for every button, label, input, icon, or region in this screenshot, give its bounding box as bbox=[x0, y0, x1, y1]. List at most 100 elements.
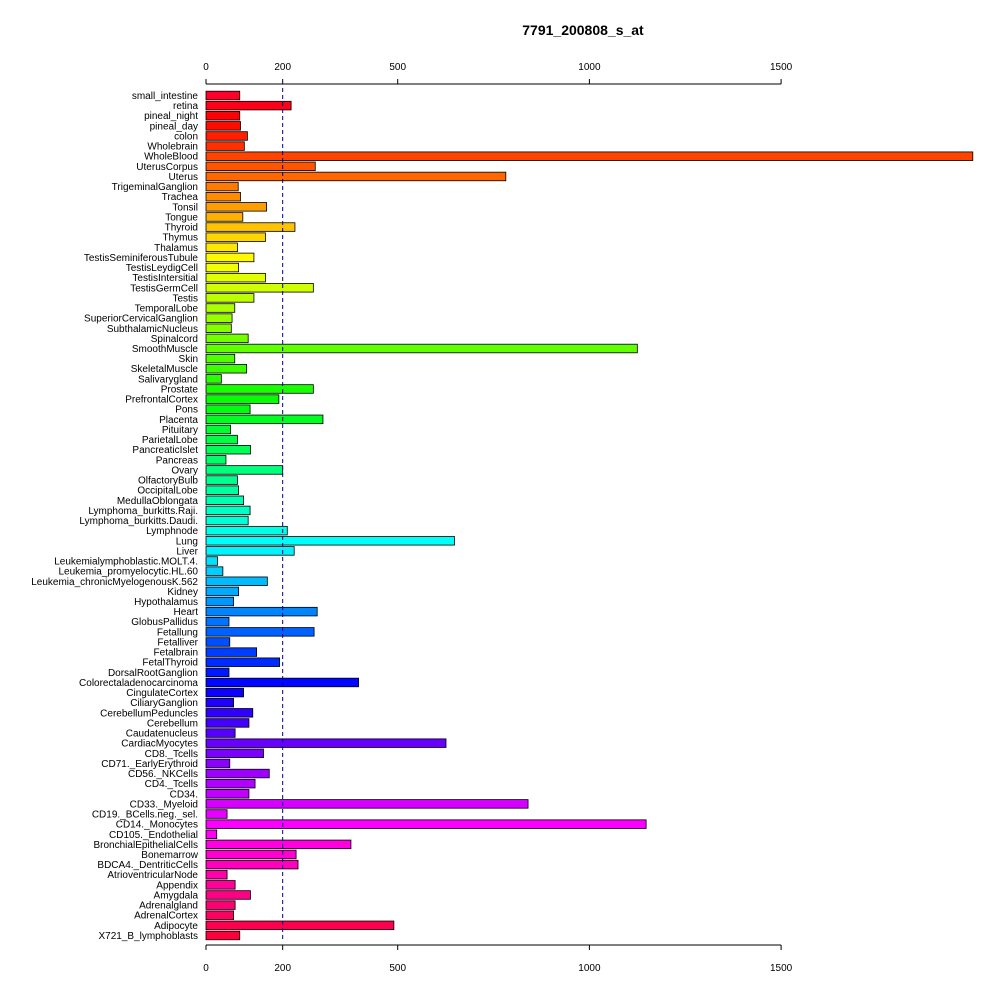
category-label: Pancreas bbox=[156, 455, 198, 466]
category-label: MedullaOblongata bbox=[117, 496, 199, 507]
bar bbox=[205, 596, 235, 607]
category-label: SkeletalMuscle bbox=[131, 364, 199, 375]
category-label: Bonemarrow bbox=[141, 850, 198, 861]
category-label: CD4._Tcells bbox=[145, 779, 198, 790]
category-label: TrigeminalGanglion bbox=[112, 182, 198, 193]
bar bbox=[205, 333, 249, 344]
bar bbox=[205, 839, 352, 850]
category-label: Leukemialymphoblastic.MOLT.4. bbox=[54, 557, 198, 568]
bar bbox=[205, 283, 314, 293]
category-label: pineal_day bbox=[150, 121, 198, 132]
category-label: Salivarygland bbox=[138, 374, 198, 385]
category-label: Lymphoma_burkitts.Raji. bbox=[88, 506, 198, 517]
category-label: BDCA4._DentriticCells bbox=[97, 860, 198, 871]
category-label: Lymphoma_burkitts.Daudi. bbox=[79, 516, 198, 527]
bar bbox=[205, 374, 222, 384]
category-label: Fetalliver bbox=[157, 637, 198, 648]
bar bbox=[205, 566, 224, 576]
bar bbox=[205, 313, 233, 323]
category-label: SuperiorCervicalGanglion bbox=[84, 314, 198, 325]
category-label: GlobusPallidus bbox=[131, 617, 198, 628]
bar bbox=[205, 738, 447, 748]
category-label: Thymus bbox=[162, 233, 198, 244]
category-label: CerebellumPeduncles bbox=[100, 708, 198, 719]
bar bbox=[205, 859, 299, 870]
top-tick-label: 500 bbox=[389, 62, 406, 73]
category-label: Leukemia_promyelocytic.HL.60 bbox=[58, 567, 198, 578]
bar bbox=[205, 849, 297, 860]
bar bbox=[205, 475, 238, 485]
category-label: CD8._Tcells bbox=[145, 749, 198, 760]
bar bbox=[205, 809, 228, 819]
category-label: Wholebrain bbox=[147, 142, 198, 153]
category-label: Testis bbox=[172, 293, 198, 304]
bar bbox=[205, 343, 638, 354]
bar bbox=[205, 171, 507, 182]
category-label: Tongue bbox=[165, 212, 198, 223]
bar bbox=[205, 131, 248, 141]
category-label: CD33._Myeloid bbox=[130, 799, 198, 810]
category-label: TestisGermCell bbox=[130, 283, 198, 294]
category-label: Liver bbox=[176, 546, 198, 557]
category-label: TestisSeminiferousTubule bbox=[84, 253, 199, 264]
category-label: small_intestine bbox=[132, 91, 199, 102]
bar bbox=[205, 191, 241, 202]
category-label: UterusCorpus bbox=[136, 162, 198, 173]
category-label: TestisLeydigCell bbox=[126, 263, 198, 274]
category-label: Colorectaladenocarcinoma bbox=[79, 678, 198, 689]
bar bbox=[205, 384, 314, 394]
bar bbox=[205, 90, 241, 101]
bar bbox=[205, 758, 231, 769]
category-label: Fetallung bbox=[157, 627, 198, 638]
bottom-tick-label: 200 bbox=[274, 963, 291, 974]
category-label: Hypothalamus bbox=[134, 597, 198, 608]
bar bbox=[205, 222, 296, 232]
category-label: Thyroid bbox=[165, 223, 198, 234]
bottom-x-axis: 0 200 500 1000 1500 bbox=[203, 944, 793, 974]
bar bbox=[205, 495, 244, 506]
bar bbox=[205, 444, 251, 455]
bar bbox=[205, 698, 235, 708]
bar bbox=[205, 728, 236, 738]
bar bbox=[205, 910, 235, 920]
category-label: pineal_night bbox=[144, 111, 198, 122]
category-label: CD71._EarlyErythroid bbox=[101, 759, 198, 770]
bottom-tick-label: 1500 bbox=[770, 963, 793, 974]
category-label: SmoothMuscle bbox=[132, 344, 199, 355]
bar bbox=[205, 262, 239, 273]
bar bbox=[205, 121, 241, 131]
bar bbox=[205, 353, 236, 364]
bar bbox=[205, 242, 238, 253]
bar bbox=[205, 394, 280, 404]
bar bbox=[205, 100, 292, 111]
category-label: Caudatenucleus bbox=[126, 729, 198, 740]
category-label: BronchialEpithelialCells bbox=[94, 840, 199, 851]
bar bbox=[205, 880, 236, 890]
category-label: CD105._Endothelial bbox=[109, 830, 198, 841]
category-label: Fetalbrain bbox=[154, 648, 198, 659]
category-label: Placenta bbox=[159, 415, 198, 426]
bar bbox=[205, 627, 315, 637]
bar bbox=[205, 657, 281, 667]
bottom-tick-label: 1000 bbox=[578, 963, 601, 974]
category-label: Leukemia_chronicMyelogenousK.562 bbox=[31, 577, 198, 588]
category-label: X721_B_lymphoblasts bbox=[98, 931, 198, 942]
bar bbox=[205, 890, 251, 900]
bar bbox=[205, 505, 251, 516]
bar bbox=[205, 161, 316, 172]
bar bbox=[205, 404, 251, 414]
bar bbox=[205, 525, 288, 536]
category-label: FetalThyroid bbox=[142, 658, 198, 669]
bar bbox=[205, 536, 455, 546]
bar bbox=[205, 556, 218, 566]
bar bbox=[205, 687, 244, 698]
bar bbox=[205, 323, 232, 333]
bar bbox=[205, 637, 231, 647]
category-label: SubthalamicNucleus bbox=[107, 324, 198, 335]
bar bbox=[205, 455, 227, 465]
category-label: AdrenalCortex bbox=[134, 911, 198, 922]
bar bbox=[205, 829, 218, 839]
category-label: Skin bbox=[179, 354, 198, 365]
bar bbox=[205, 900, 236, 910]
